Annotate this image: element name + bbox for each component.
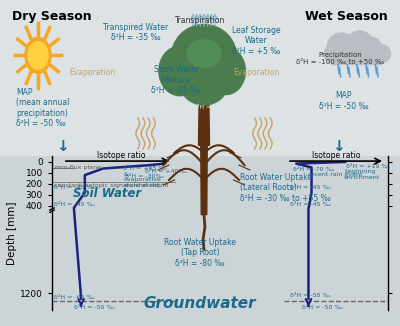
Y-axis label: Depth [mm]: Depth [mm] <box>7 201 17 265</box>
Text: beginning
enrichment: beginning enrichment <box>344 169 380 180</box>
Circle shape <box>359 37 382 59</box>
Text: δ²H = -70 ‰: δ²H = -70 ‰ <box>293 167 334 172</box>
Circle shape <box>324 44 344 64</box>
Text: Isotope ratio: Isotope ratio <box>97 151 146 160</box>
Text: Transpiration: Transpiration <box>175 16 225 25</box>
Circle shape <box>327 33 356 61</box>
Ellipse shape <box>171 24 237 93</box>
Text: Evaporation: Evaporation <box>233 68 279 78</box>
Text: Leaf Storage
Water
δ²H = +5 ‰: Leaf Storage Water δ²H = +5 ‰ <box>232 26 280 56</box>
Text: MAP
δ²H = -50 ‰: MAP δ²H = -50 ‰ <box>319 91 369 111</box>
Text: δ²H = -45 ‰: δ²H = -45 ‰ <box>290 185 331 190</box>
Text: recent rain event: recent rain event <box>308 172 363 177</box>
Text: MAP
(mean annual
precipitation)
δ²H = -50 ‰: MAP (mean annual precipitation) δ²H = -5… <box>16 88 69 128</box>
Text: δ²H = -50 ‰: δ²H = -50 ‰ <box>74 305 115 310</box>
Text: δ²H = -5‰: δ²H = -5‰ <box>158 105 194 110</box>
Ellipse shape <box>180 62 228 105</box>
Circle shape <box>28 41 48 69</box>
Text: δ²H = -50 ‰: δ²H = -50 ‰ <box>302 305 343 310</box>
Text: δ²H = +65 ‰
&
evaporative
enrichment: δ²H = +65 ‰ & evaporative enrichment <box>124 166 167 188</box>
Text: δ²H = -45 ‰: δ²H = -45 ‰ <box>290 202 331 207</box>
Circle shape <box>25 37 51 73</box>
Text: δ²H = +6‰: δ²H = +6‰ <box>193 105 231 110</box>
Text: δ²H = -60 ‰: δ²H = -60 ‰ <box>54 295 95 300</box>
Circle shape <box>347 31 372 56</box>
Text: δ²H = +40‰: δ²H = +40‰ <box>145 170 187 174</box>
Ellipse shape <box>188 40 220 67</box>
Text: Wet Season: Wet Season <box>305 10 388 23</box>
Text: Root Water Uptake
(Lateral Roots)
δ²H = -30 ‰ to +55 ‰: Root Water Uptake (Lateral Roots) δ²H = … <box>240 173 331 202</box>
Text: Groundwater: Groundwater <box>144 296 256 311</box>
Circle shape <box>372 45 390 63</box>
Ellipse shape <box>207 47 245 95</box>
Text: δ²H = -50 ‰: δ²H = -50 ‰ <box>290 293 331 298</box>
Text: Dry Season: Dry Season <box>12 10 92 23</box>
Text: δ²H = -45 ‰: δ²H = -45 ‰ <box>54 202 95 207</box>
Text: Evaporation: Evaporation <box>69 68 115 78</box>
Text: Root Water Uptake
(Tap Root)
δ²H = -80 ‰: Root Water Uptake (Tap Root) δ²H = -80 ‰ <box>164 238 236 268</box>
Ellipse shape <box>159 46 201 96</box>
Text: constant isotopic signature at depth: constant isotopic signature at depth <box>54 183 169 188</box>
Text: δ²H = +10 ‰: δ²H = +10 ‰ <box>346 164 390 170</box>
Text: Precipitation
δ²H = -100 ‰ to +50 ‰: Precipitation δ²H = -100 ‰ to +50 ‰ <box>296 52 384 65</box>
Text: Soil Water: Soil Water <box>72 187 141 200</box>
Text: ↓: ↓ <box>56 139 68 154</box>
Text: δ²H = -45 ‰: δ²H = -45 ‰ <box>54 185 95 190</box>
Bar <box>331 50 381 64</box>
Polygon shape <box>201 145 207 215</box>
Text: Isotope ratio: Isotope ratio <box>312 151 360 160</box>
Text: δ²H = -30‰: δ²H = -30‰ <box>125 174 164 179</box>
Text: ↓: ↓ <box>332 139 344 154</box>
Text: zero-flux plane: zero-flux plane <box>54 165 101 170</box>
Text: Transpired Water
δ²H = -35 ‰: Transpired Water δ²H = -35 ‰ <box>103 23 169 42</box>
Polygon shape <box>198 86 210 145</box>
Text: Stem Water
Mixture
δ²H = -25 ‰: Stem Water Mixture δ²H = -25 ‰ <box>151 65 201 95</box>
